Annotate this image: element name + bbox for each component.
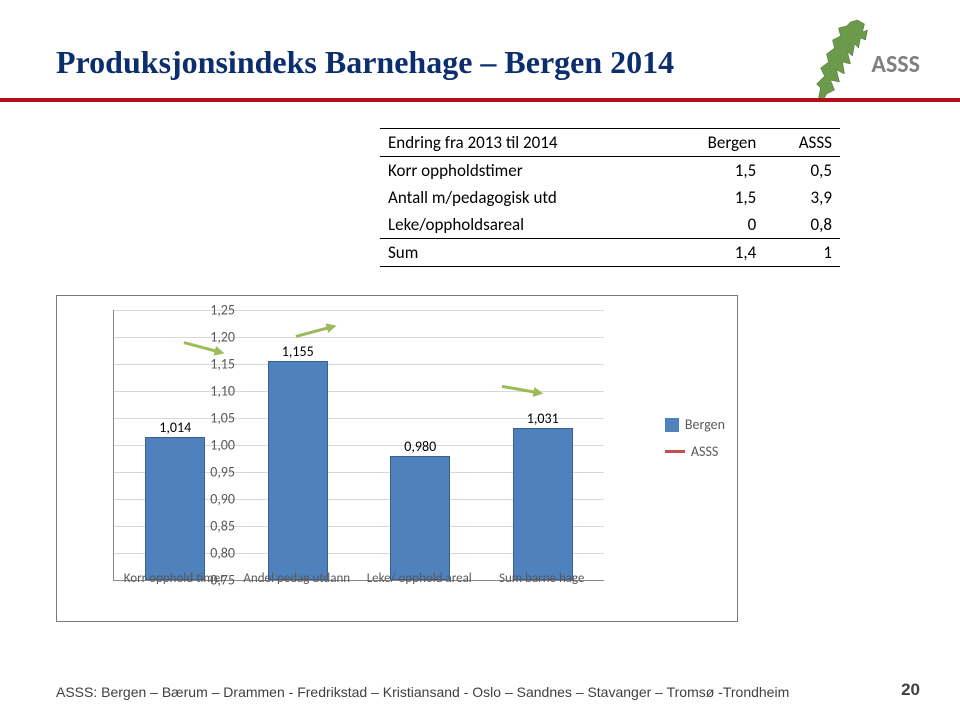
y-axis-label: 1,10 (183, 383, 239, 400)
x-axis-label: Leke/ opphold areal (354, 571, 484, 586)
change-table: Endring fra 2013 til 2014 Bergen ASSS Ko… (380, 128, 840, 267)
table-row: Korr oppholdstimer 1,5 0,5 (380, 157, 840, 185)
x-axis-label: Andel pedag utdann (232, 571, 362, 586)
legend-line-icon (665, 450, 685, 453)
y-axis-label: 0,85 (183, 518, 239, 535)
bar-value-label: 1,031 (503, 410, 583, 427)
legend-swatch-icon (665, 418, 679, 432)
y-axis-label: 1,00 (183, 437, 239, 454)
footer: ASSS: Bergen – Bærum – Drammen - Fredrik… (56, 684, 920, 700)
y-axis-label: 1,05 (183, 410, 239, 427)
trend-arrow-icon (499, 378, 547, 402)
table-header: Endring fra 2013 til 2014 (380, 129, 665, 157)
y-axis-label: 0,90 (183, 491, 239, 508)
table-sum-row: Sum 1,4 1 (380, 239, 840, 267)
y-axis-label: 1,20 (183, 329, 239, 346)
asss-logo-label: ASSS (871, 50, 920, 79)
bar-value-label: 1,155 (258, 343, 338, 360)
legend-item: Bergen (665, 416, 725, 433)
divider-red (0, 98, 960, 102)
table-header-row: Endring fra 2013 til 2014 Bergen ASSS (380, 129, 840, 157)
norway-map-icon (810, 18, 875, 108)
bar (268, 361, 328, 580)
bar (390, 456, 450, 580)
table-header: Bergen (665, 129, 764, 157)
y-axis-label: 1,15 (183, 356, 239, 373)
bar-value-label: 0,980 (380, 438, 460, 455)
legend-item: ASSS (665, 443, 725, 460)
y-axis-label: 0,95 (183, 464, 239, 481)
page-title: Produksjonsindeks Barnehage – Bergen 201… (56, 44, 674, 81)
footer-text: ASSS: Bergen – Bærum – Drammen - Fredrik… (56, 684, 789, 700)
table-header: ASSS (764, 129, 840, 157)
table-row: Antall m/pedagogisk utd 1,5 3,9 (380, 184, 840, 211)
slide: Produksjonsindeks Barnehage – Bergen 201… (0, 0, 960, 716)
legend-label: ASSS (691, 443, 718, 460)
y-axis-label: 1,25 (183, 302, 239, 319)
legend-label: Bergen (685, 416, 725, 433)
trend-arrow-icon (292, 317, 341, 344)
y-axis-label: 0,80 (183, 545, 239, 562)
bar-chart: 1,0141,1550,9801,031 BergenASSS 0,750,80… (56, 295, 738, 622)
table-row: Leke/oppholdsareal 0 0,8 (380, 211, 840, 239)
x-axis-label: Korr opphold timer (109, 571, 239, 586)
x-axis-label: Sum barne hage (477, 571, 607, 586)
page-number: 20 (901, 680, 920, 700)
bar (513, 428, 573, 580)
chart-legend: Bergen ASSS (665, 416, 725, 470)
